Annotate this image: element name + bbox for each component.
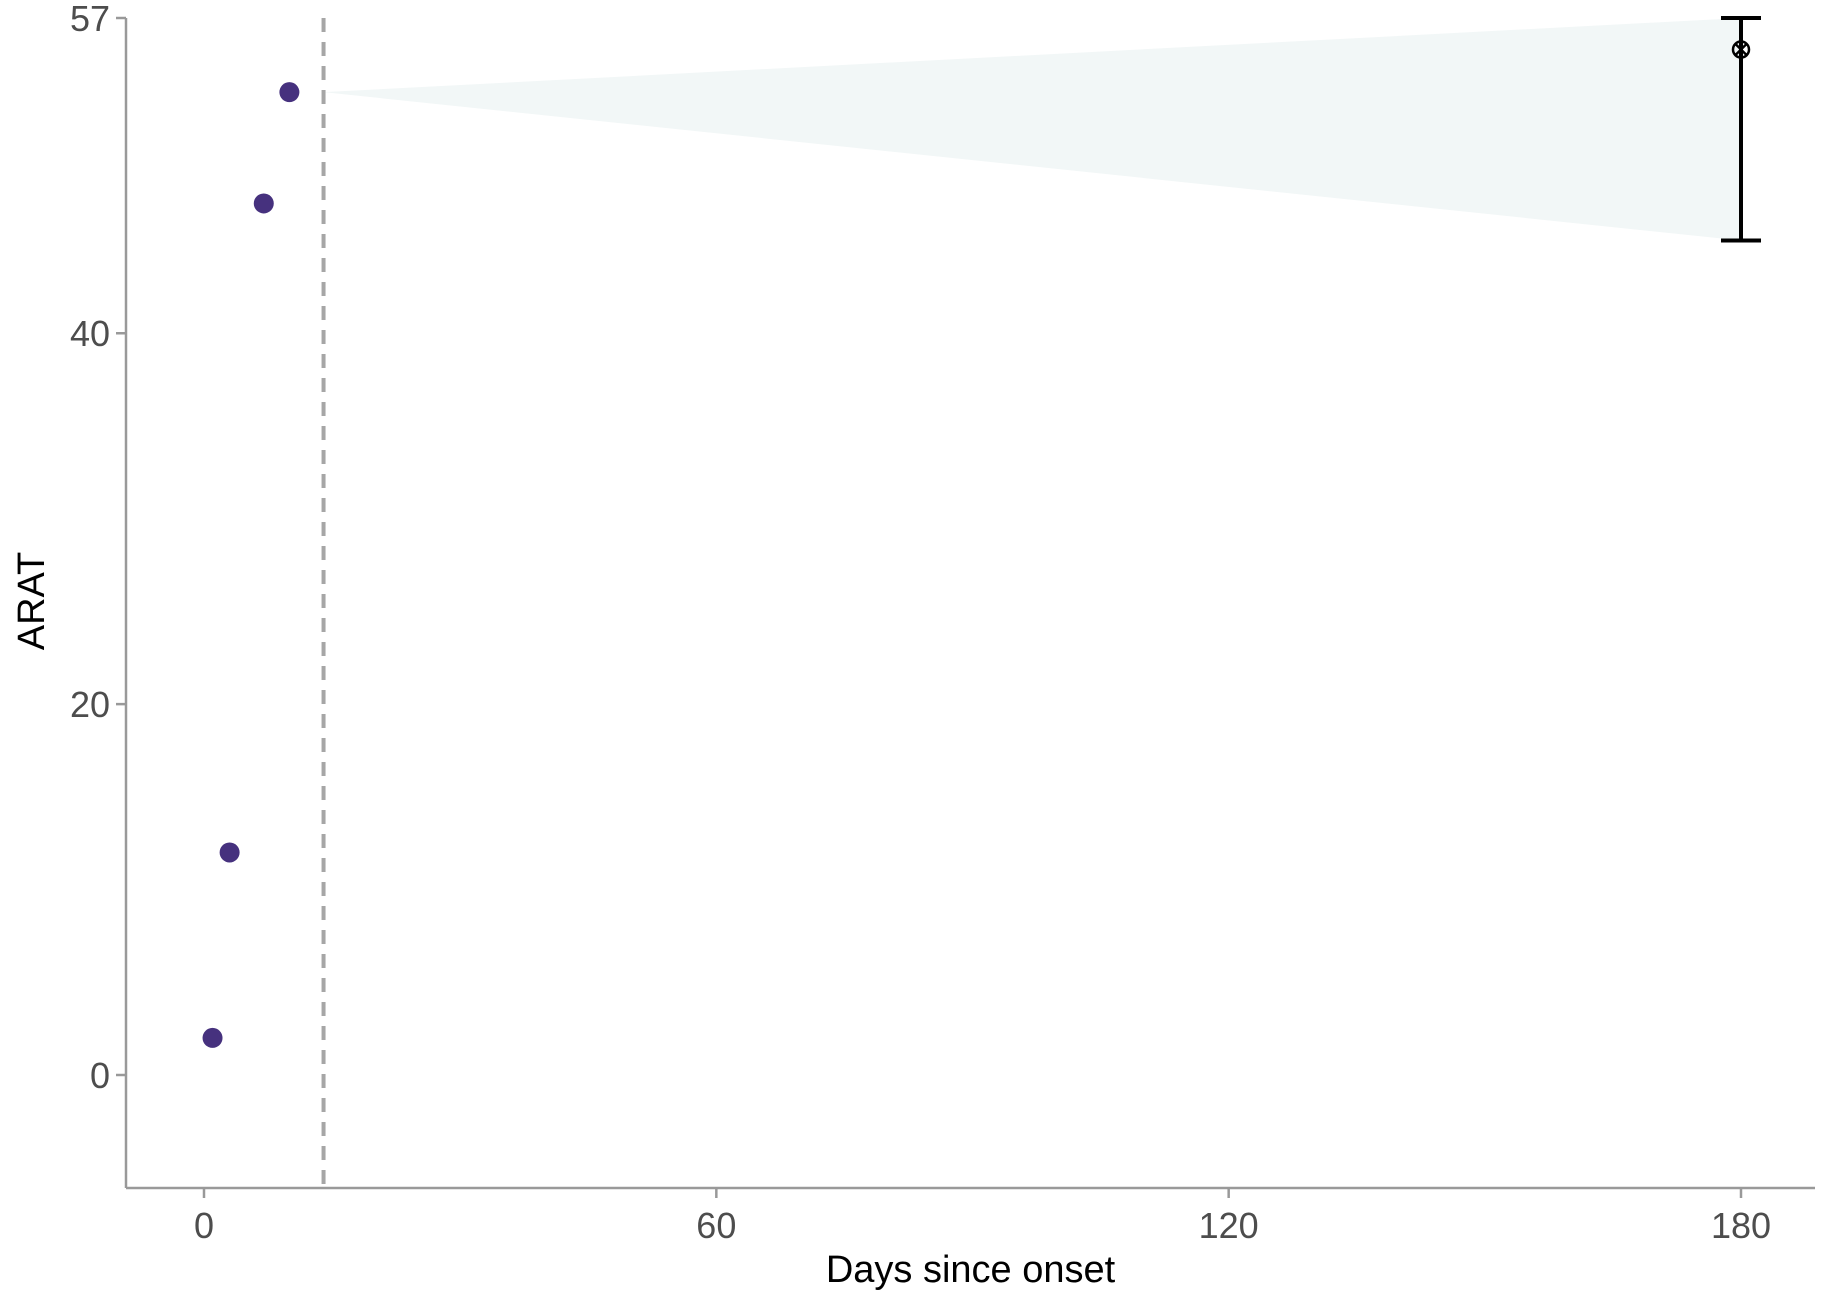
- predicted-point-cross: [1734, 42, 1748, 57]
- y-tick-label: 57: [70, 0, 110, 39]
- x-axis-title: Days since onset: [826, 1249, 1116, 1291]
- axes: [116, 16, 1815, 1198]
- x-tick-label: 0: [194, 1205, 214, 1246]
- predicted-point-marker: [1731, 40, 1751, 59]
- data-point: [202, 1027, 223, 1048]
- data-point: [219, 842, 240, 863]
- x-tick-label: 60: [696, 1205, 736, 1246]
- prediction-band: [323, 18, 1741, 241]
- data-point: [253, 193, 274, 214]
- y-tick-label: 40: [70, 313, 110, 354]
- prediction-band-layer: [323, 18, 1741, 241]
- data-points: [202, 82, 300, 1048]
- y-tick-label: 0: [90, 1055, 110, 1096]
- predicted-outcome: [1721, 16, 1761, 243]
- tick-labels: 0 20 40 57 0 60 120 180: [70, 0, 1771, 1246]
- y-tick-label: 20: [70, 684, 110, 725]
- x-tick-label: 180: [1711, 1205, 1771, 1246]
- x-tick-label: 120: [1199, 1205, 1259, 1246]
- data-point: [279, 82, 300, 103]
- y-axis-title: ARAT: [11, 552, 53, 651]
